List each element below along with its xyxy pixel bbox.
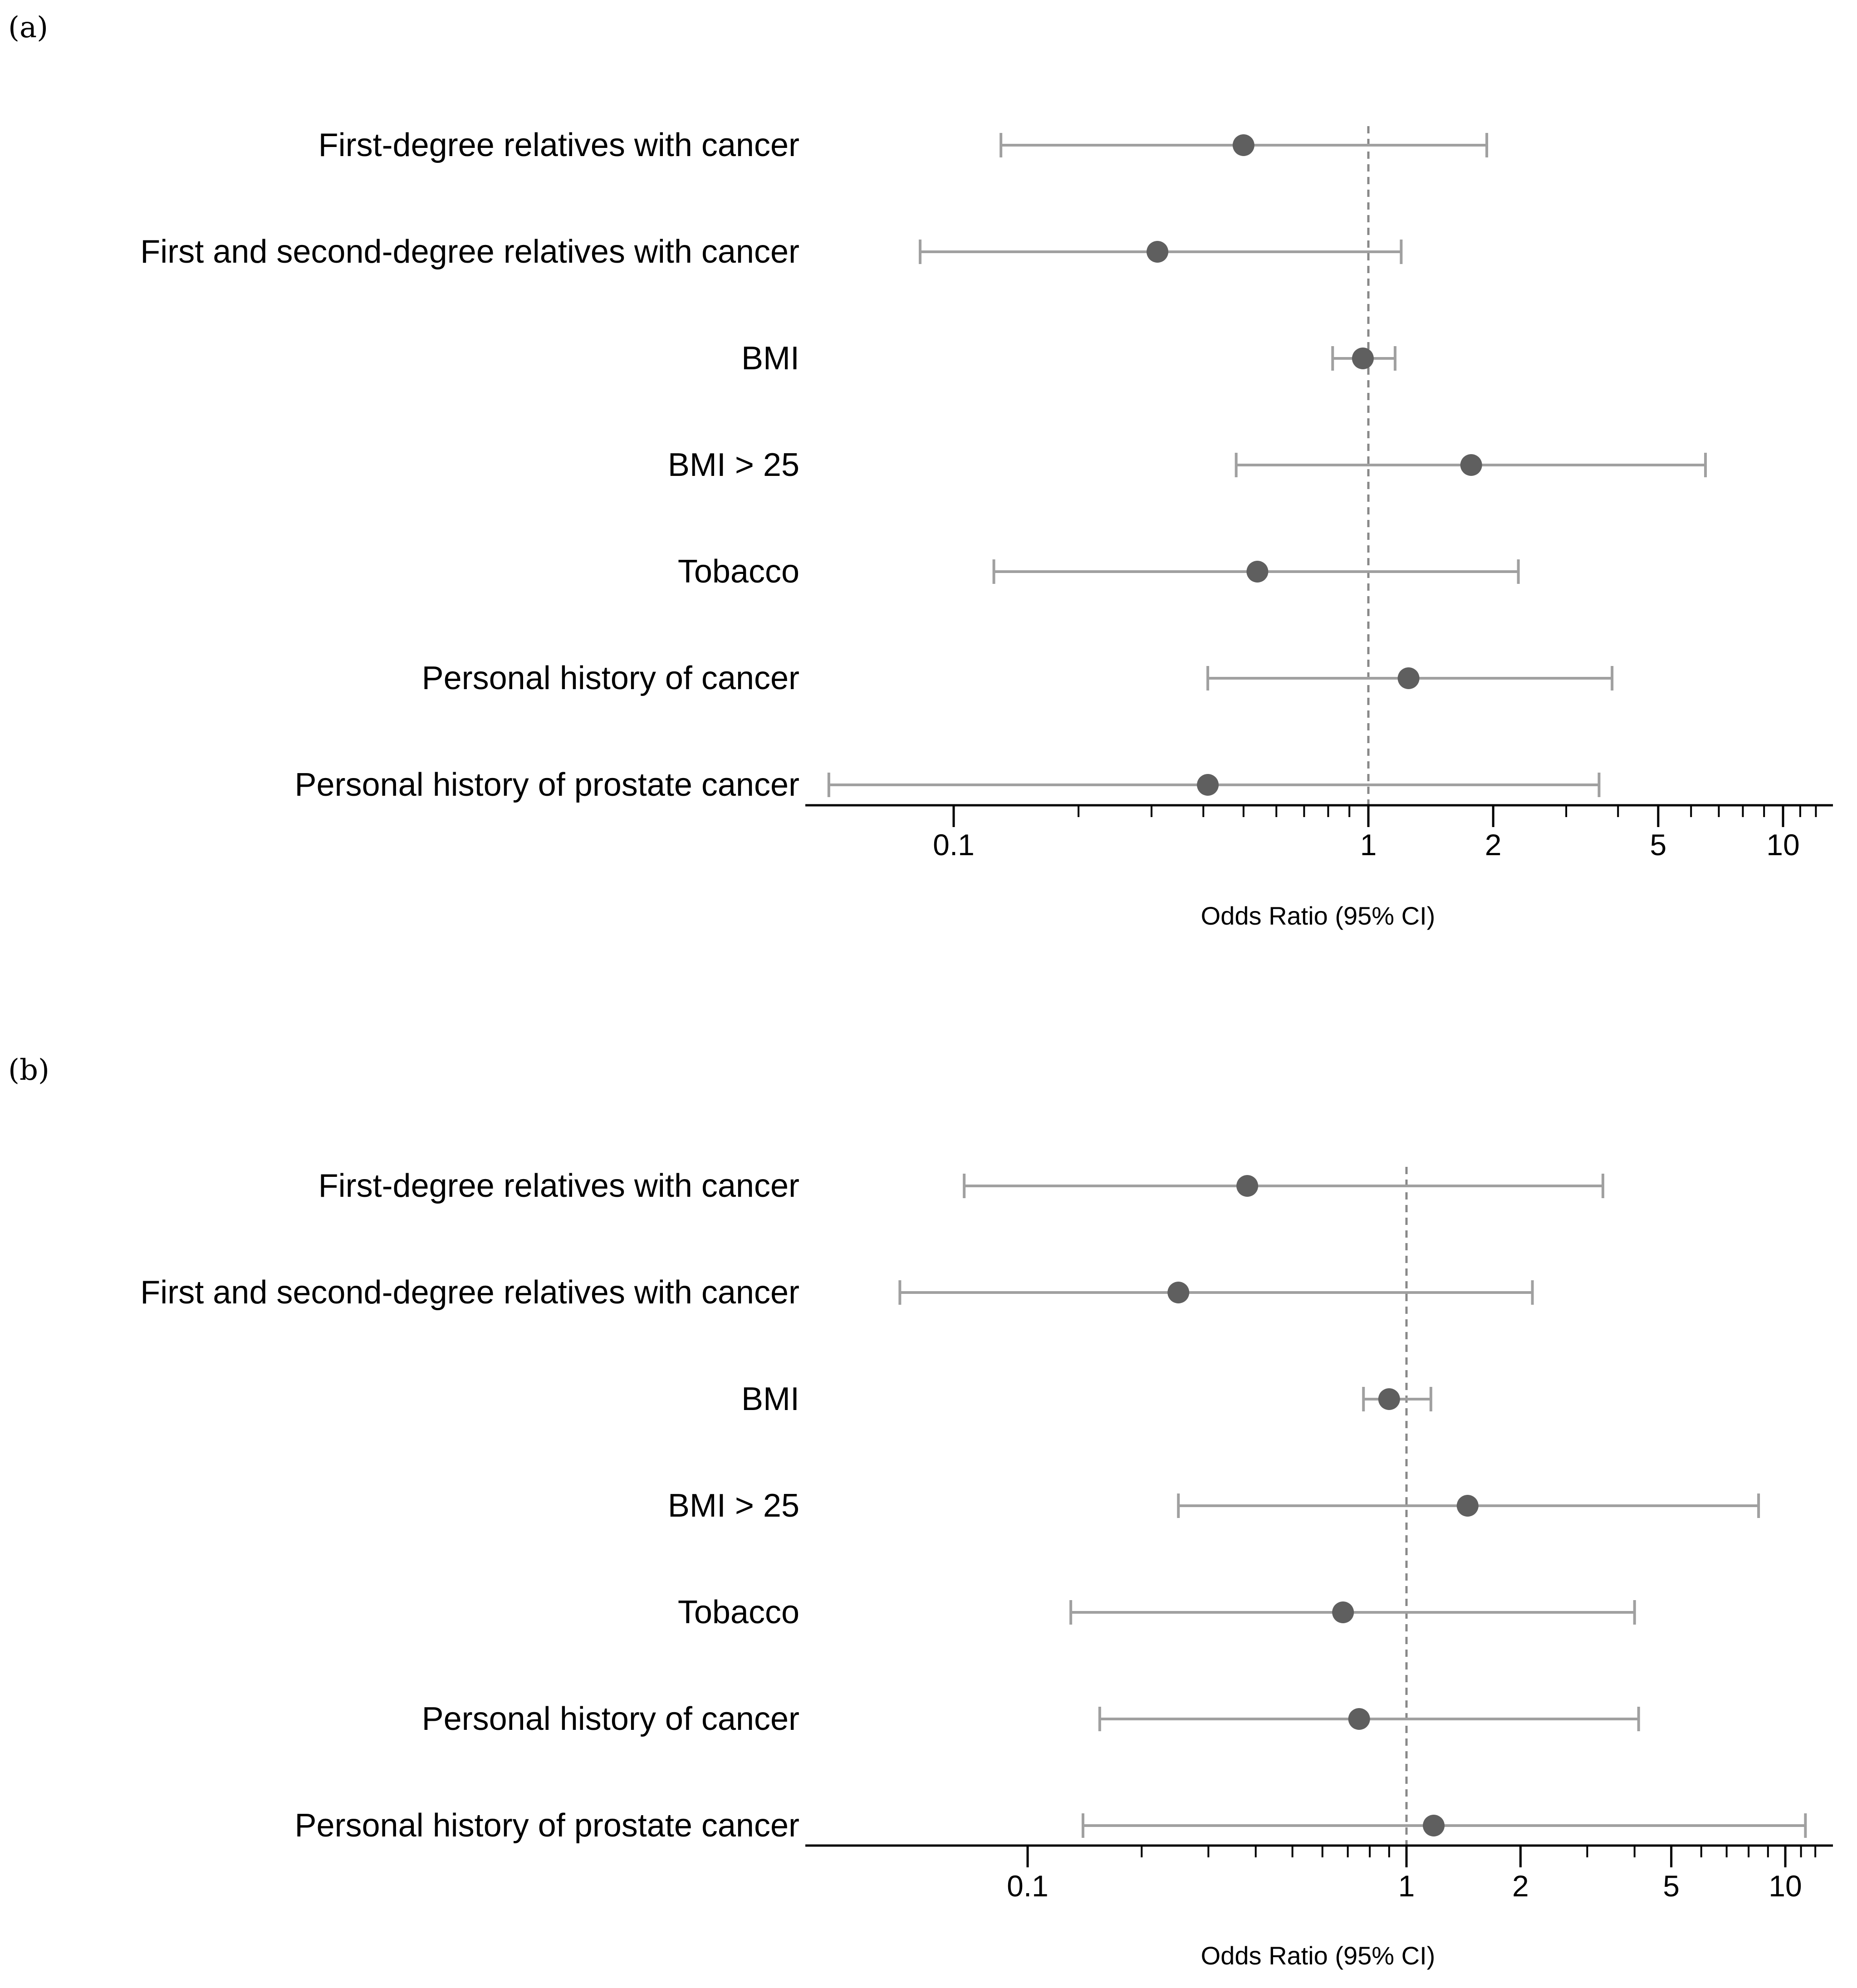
- forest-row: First and second-degree relatives with c…: [140, 1274, 1534, 1311]
- odds-ratio-point: [1456, 1495, 1479, 1517]
- odds-ratio-point: [1352, 348, 1374, 369]
- tick-label: 2: [1512, 1869, 1529, 1903]
- row-label: Personal history of cancer: [422, 660, 799, 696]
- forest-row: Tobacco: [678, 553, 1520, 590]
- row-label: BMI > 25: [668, 447, 799, 483]
- odds-ratio-point: [1236, 1175, 1259, 1197]
- row-label: BMI > 25: [668, 1488, 799, 1524]
- odds-ratio-point: [1147, 241, 1169, 263]
- forest-row: BMI > 25: [668, 1488, 1760, 1524]
- odds-ratio-point: [1232, 134, 1254, 156]
- odds-ratio-point: [1332, 1601, 1354, 1623]
- odds-ratio-point: [1348, 1708, 1370, 1730]
- forest-row: Personal history of prostate cancer: [294, 1807, 1807, 1844]
- tick-label: 2: [1485, 828, 1502, 862]
- tick-label: 10: [1766, 828, 1799, 862]
- odds-ratio-point: [1167, 1282, 1190, 1303]
- row-label: BMI: [741, 1381, 799, 1417]
- odds-ratio-point: [1460, 454, 1482, 476]
- tick-label: 1: [1360, 828, 1377, 862]
- tick-label: 5: [1650, 828, 1666, 862]
- row-label: First-degree relatives with cancer: [318, 127, 799, 163]
- forest-row: Personal history of cancer: [422, 1701, 1640, 1737]
- row-label: Personal history of prostate cancer: [294, 1807, 799, 1844]
- row-label: BMI: [741, 340, 799, 377]
- odds-ratio-point: [1246, 561, 1269, 583]
- panel-b: (b) First-degree relatives with cancer Fir…: [8, 1053, 1833, 1970]
- odds-ratio-point: [1423, 1815, 1445, 1836]
- row-label: Personal history of prostate cancer: [294, 767, 799, 803]
- row-label: Tobacco: [678, 553, 799, 590]
- row-label: First and second-degree relatives with c…: [140, 234, 799, 270]
- forest-row: Personal history of cancer: [422, 660, 1614, 696]
- tick-label: 1: [1398, 1869, 1415, 1903]
- row-label: Personal history of cancer: [422, 1701, 799, 1737]
- forest-row: BMI: [741, 1381, 1432, 1417]
- panel-label: (a): [8, 11, 48, 44]
- tick-label: 0.1: [933, 828, 975, 862]
- x-axis-title: Odds Ratio (95% CI): [1201, 901, 1436, 930]
- x-axis-title: Odds Ratio (95% CI): [1201, 1941, 1436, 1970]
- forest-row: First-degree relatives with cancer: [318, 127, 1488, 163]
- forest-row: First-degree relatives with cancer: [318, 1168, 1604, 1204]
- panel-label: (b): [8, 1053, 49, 1087]
- row-label: First-degree relatives with cancer: [318, 1168, 799, 1204]
- forest-row: BMI > 25: [668, 447, 1707, 483]
- forest-row: BMI: [741, 340, 1396, 377]
- forest-row: Tobacco: [678, 1594, 1636, 1631]
- tick-label: 10: [1769, 1869, 1802, 1903]
- tick-label: 5: [1663, 1869, 1680, 1903]
- odds-ratio-point: [1397, 667, 1420, 689]
- panel-a: (a) First-degree relatives with cancer Fir…: [8, 11, 1833, 930]
- row-label: First and second-degree relatives with c…: [140, 1274, 799, 1311]
- tick-label: 0.1: [1007, 1869, 1049, 1903]
- odds-ratio-point: [1378, 1388, 1400, 1410]
- forest-row: Personal history of prostate cancer: [294, 767, 1601, 803]
- odds-ratio-point: [1197, 774, 1219, 796]
- forest-row: First and second-degree relatives with c…: [140, 234, 1403, 270]
- row-label: Tobacco: [678, 1594, 799, 1631]
